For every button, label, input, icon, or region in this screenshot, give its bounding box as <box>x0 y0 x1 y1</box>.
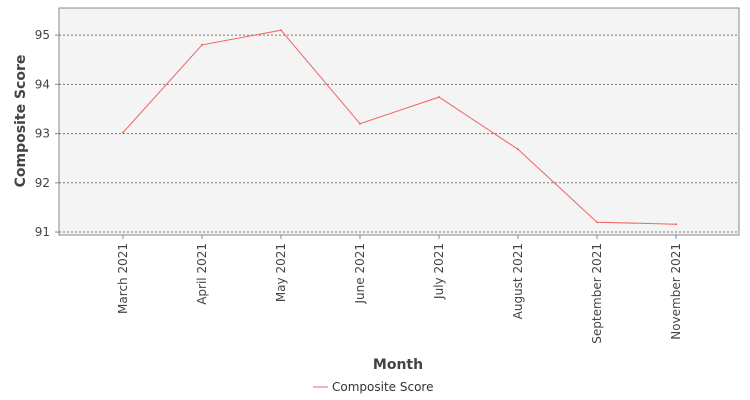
data-point <box>122 131 124 134</box>
y-axis-title: Composite Score <box>13 55 29 188</box>
series-layer <box>122 29 677 226</box>
legend-label: Composite Score <box>332 380 433 394</box>
data-point <box>596 221 598 224</box>
x-tick-label: August 2021 <box>511 243 525 319</box>
x-tick-label: April 2021 <box>195 243 209 305</box>
x-tick-label: June 2021 <box>353 243 367 305</box>
data-point <box>359 122 361 125</box>
x-axis-title: Month <box>373 357 423 373</box>
legend: Composite Score <box>313 380 433 394</box>
x-axis: March 2021 April 2021 May 2021 June 2021 Jul… <box>116 235 683 344</box>
x-tick-label: July 2021 <box>432 243 446 300</box>
data-point <box>201 43 203 46</box>
data-point <box>675 223 677 226</box>
y-axis: 91 92 93 94 95 <box>35 28 59 239</box>
y-tick-label: 95 <box>35 28 50 42</box>
x-tick-label: March 2021 <box>116 243 130 314</box>
x-tick-label: November 2021 <box>669 243 683 340</box>
gridlines <box>59 34 739 233</box>
series-line <box>122 29 677 225</box>
plot-area <box>58 7 740 236</box>
data-point <box>517 148 519 151</box>
y-tick-label: 93 <box>35 127 50 141</box>
y-tick-label: 91 <box>35 225 50 239</box>
y-tick-label: 92 <box>35 176 50 190</box>
data-point <box>280 29 282 32</box>
y-tick-label: 94 <box>35 77 50 91</box>
data-point <box>438 96 440 99</box>
x-tick-label: May 2021 <box>274 243 288 302</box>
x-tick-label: September 2021 <box>590 243 604 344</box>
